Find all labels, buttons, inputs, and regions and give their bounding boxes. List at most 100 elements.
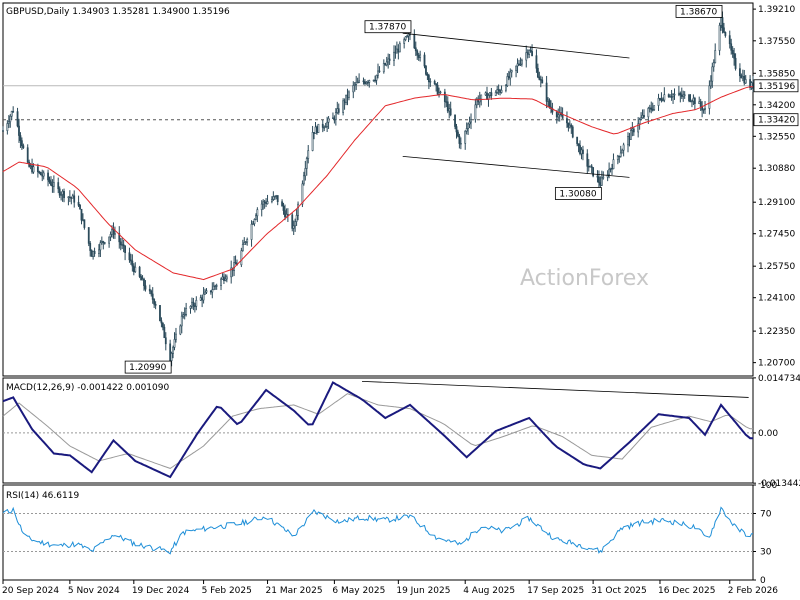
candle-body bbox=[118, 233, 121, 243]
candle-body bbox=[602, 176, 605, 179]
candle-body bbox=[169, 343, 172, 361]
candle-body bbox=[535, 55, 538, 69]
macd-signal-line bbox=[2, 393, 753, 469]
candle-body bbox=[438, 92, 440, 95]
candle-body bbox=[606, 174, 609, 178]
candle-body bbox=[368, 80, 371, 83]
candle-body bbox=[22, 145, 25, 148]
candle-body bbox=[682, 94, 685, 97]
candle-body bbox=[108, 236, 111, 244]
candle-body bbox=[548, 99, 551, 108]
candle-body bbox=[531, 51, 533, 56]
candle-body bbox=[515, 65, 517, 71]
candle-body bbox=[709, 80, 712, 87]
candle-body bbox=[608, 168, 611, 175]
candle-body bbox=[567, 122, 570, 128]
candle-body bbox=[343, 100, 346, 103]
candle-body bbox=[346, 94, 349, 98]
candle-body bbox=[557, 114, 560, 118]
rsi-panel-frame bbox=[2, 484, 754, 581]
last-price-tag-label: 1.35196 bbox=[758, 82, 795, 92]
candle-body bbox=[244, 241, 247, 244]
date-tick-label: 4 Aug 2025 bbox=[463, 586, 515, 596]
macd-panel-title: MACD(12,26,9) -0.001422 0.001090 bbox=[6, 383, 169, 393]
date-tick-label: 2 Feb 2026 bbox=[728, 586, 779, 596]
candle-body bbox=[353, 83, 356, 86]
candle-body bbox=[253, 219, 256, 225]
candle-body bbox=[204, 291, 206, 295]
candle-body bbox=[403, 39, 406, 44]
candle-body bbox=[284, 210, 286, 218]
candle-body bbox=[80, 208, 83, 221]
candle-body bbox=[398, 43, 401, 53]
candle-body bbox=[516, 63, 519, 67]
candle-body bbox=[599, 182, 602, 186]
candle-body bbox=[711, 66, 714, 82]
candle-body bbox=[159, 305, 161, 322]
candle-body bbox=[48, 179, 51, 183]
price-tick-label: 1.29100 bbox=[758, 198, 795, 208]
candle-body bbox=[454, 114, 456, 127]
candle-body bbox=[255, 215, 257, 220]
price-annotation-box bbox=[675, 5, 723, 18]
candle-body bbox=[220, 278, 222, 286]
candle-body bbox=[39, 172, 42, 176]
candle-body bbox=[192, 301, 195, 307]
macd-series bbox=[2, 380, 753, 479]
candle-body bbox=[323, 127, 326, 129]
candle-body bbox=[364, 81, 366, 84]
support-price-tag-label: 1.33420 bbox=[758, 116, 795, 126]
candle-body bbox=[164, 337, 167, 345]
candle-body bbox=[388, 58, 391, 61]
price-annotations: 1.37870 1.38670 1.30080 1.20990 bbox=[124, 5, 723, 374]
candle-body bbox=[669, 96, 672, 98]
candle-body bbox=[89, 243, 92, 251]
date-tick-label: 5 Feb 2025 bbox=[202, 586, 252, 596]
candle-body bbox=[650, 107, 653, 110]
candle-body bbox=[332, 117, 334, 119]
candle-body bbox=[336, 108, 339, 113]
candle-body bbox=[547, 99, 549, 102]
candle-body bbox=[459, 143, 462, 145]
candle-body bbox=[324, 126, 327, 128]
candle-body bbox=[225, 276, 228, 280]
candle-body bbox=[720, 17, 722, 26]
candle-body bbox=[539, 79, 542, 81]
candle-body bbox=[529, 50, 532, 52]
price-tick-label: 1.34200 bbox=[758, 101, 795, 111]
candle-body bbox=[468, 121, 471, 125]
candle-body bbox=[311, 132, 314, 151]
candle-body bbox=[209, 290, 212, 293]
candle-body bbox=[413, 34, 416, 49]
candle-body bbox=[256, 209, 259, 217]
candle-body bbox=[571, 126, 574, 138]
candle-body bbox=[752, 82, 754, 89]
candle-body bbox=[270, 199, 273, 202]
candle-body bbox=[134, 266, 137, 273]
candle-body bbox=[507, 76, 510, 79]
price-annotation-box bbox=[124, 360, 172, 374]
candle-body bbox=[393, 51, 395, 61]
rsi-tick-label: 0 bbox=[760, 576, 766, 586]
candle-body bbox=[545, 82, 548, 102]
candle-body bbox=[153, 299, 156, 305]
candle-body bbox=[734, 57, 737, 69]
candle-body bbox=[342, 100, 345, 113]
candle-body bbox=[327, 118, 330, 123]
candlestick-series bbox=[2, 11, 754, 367]
candle-body bbox=[252, 223, 254, 225]
candle-body bbox=[631, 128, 634, 131]
candle-body bbox=[721, 17, 724, 29]
candle-body bbox=[673, 93, 676, 96]
candle-body bbox=[333, 117, 336, 120]
candle-body bbox=[42, 172, 45, 177]
candle-body bbox=[234, 262, 237, 265]
candle-body bbox=[592, 167, 595, 177]
candle-body bbox=[32, 166, 35, 173]
candle-body bbox=[699, 101, 702, 107]
candle-body bbox=[2, 130, 4, 132]
moving-average-line bbox=[2, 86, 753, 281]
rsi-tick-label: 70 bbox=[760, 510, 772, 520]
candle-body bbox=[305, 158, 308, 169]
candle-body bbox=[638, 119, 641, 125]
